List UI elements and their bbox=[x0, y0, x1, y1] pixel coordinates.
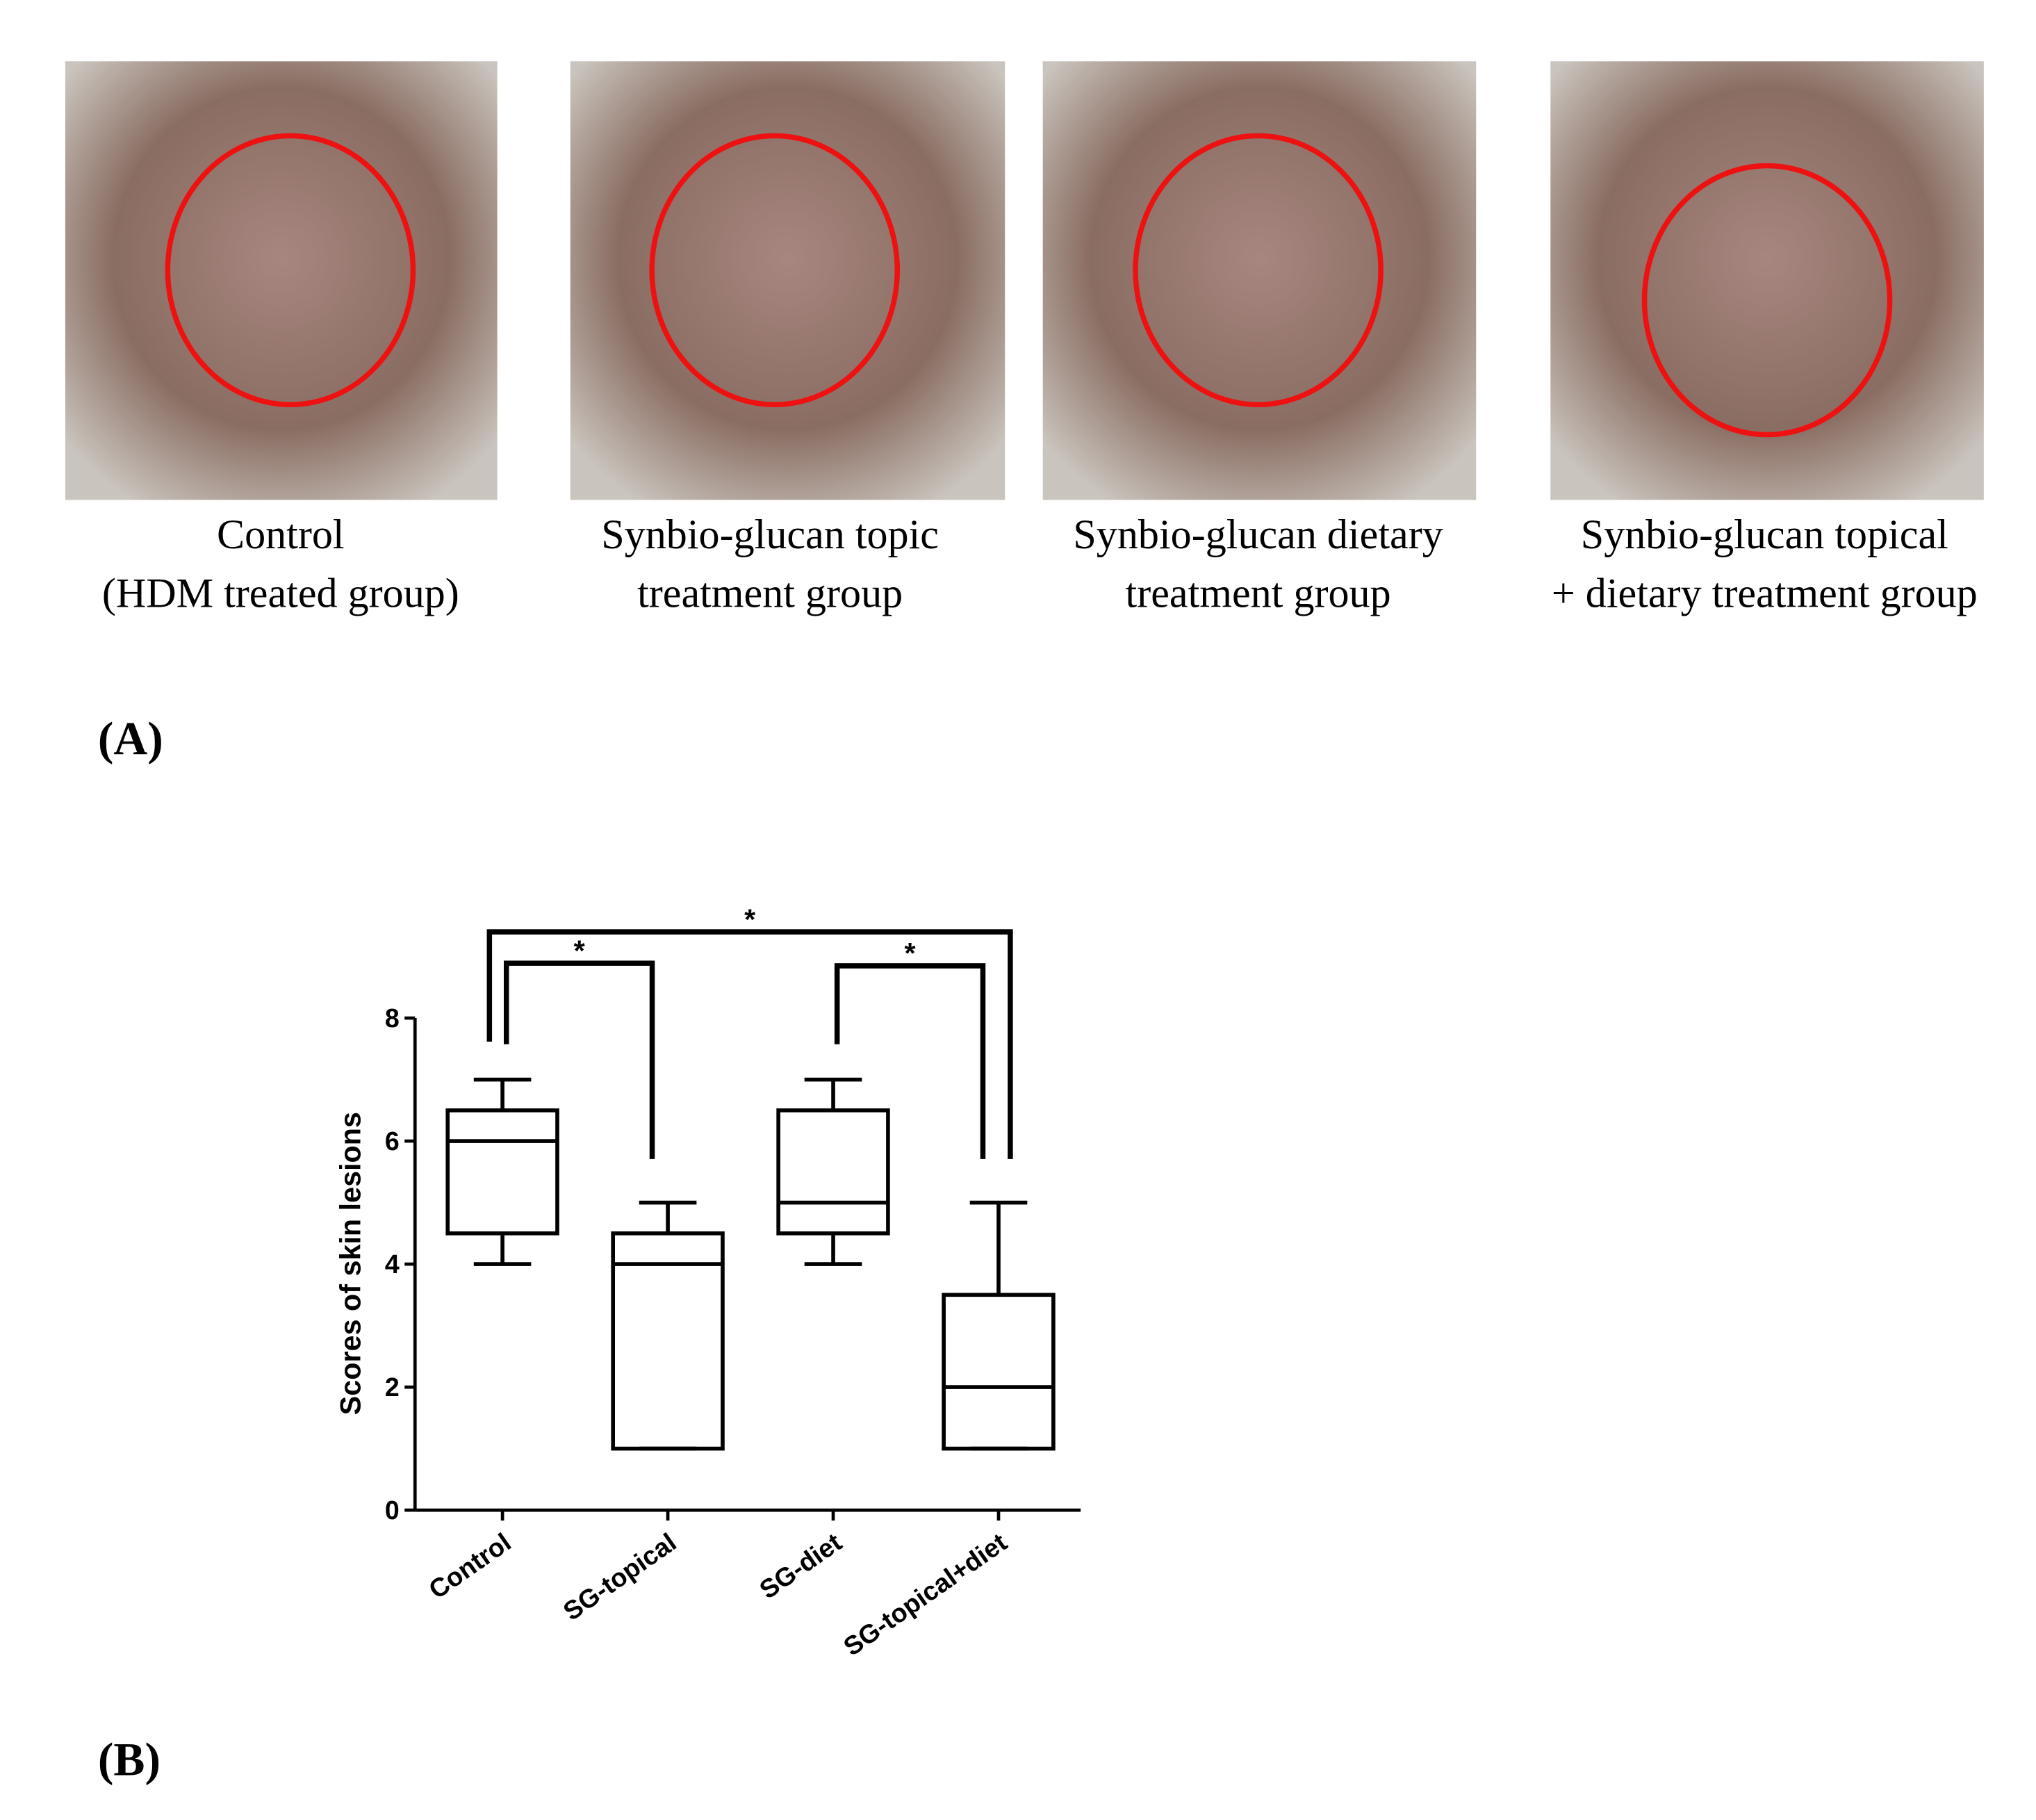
significance-bracket bbox=[486, 929, 1013, 1159]
lesion-circle bbox=[649, 133, 901, 408]
lesion-circle bbox=[1641, 163, 1893, 438]
box bbox=[445, 1108, 559, 1236]
photo-caption: treatment group bbox=[637, 570, 903, 616]
photo-caption: treatment group bbox=[1126, 570, 1391, 616]
lesion-circle bbox=[165, 133, 416, 408]
panel-label: (A) bbox=[98, 713, 163, 765]
y-tick-label: 0 bbox=[385, 1495, 400, 1525]
significance-label: * bbox=[574, 935, 586, 967]
panel-label: (B) bbox=[98, 1733, 161, 1785]
y-axis-label: Scores of skin lesions bbox=[334, 1112, 366, 1415]
lesion-circle bbox=[1133, 133, 1384, 408]
x-tick-label: SG-topical+diet bbox=[838, 1527, 1012, 1662]
photo-caption: Control bbox=[217, 511, 345, 558]
x-tick-label: Control bbox=[423, 1527, 516, 1605]
photo-caption: Synbio-glucan dietary bbox=[1073, 511, 1443, 558]
photo-caption: (HDM treated group) bbox=[102, 570, 459, 616]
y-tick-label: 2 bbox=[385, 1372, 400, 1402]
significance-bracket bbox=[503, 960, 655, 1159]
photo-caption: + dietary treatment group bbox=[1552, 570, 1978, 616]
x-tick-label: SG-topical bbox=[558, 1527, 682, 1626]
photo-caption: Synbio-glucan topic bbox=[601, 511, 939, 558]
significance-bracket bbox=[834, 963, 986, 1159]
photo bbox=[1550, 61, 1984, 500]
y-tick-label: 8 bbox=[385, 1003, 400, 1033]
box bbox=[942, 1293, 1056, 1451]
x-tick-label: SG-diet bbox=[754, 1527, 847, 1605]
box bbox=[611, 1231, 725, 1451]
significance-label: * bbox=[744, 903, 756, 935]
photo bbox=[1042, 61, 1477, 500]
photo-caption: Synbio-glucan topical bbox=[1581, 511, 1948, 558]
photo bbox=[570, 61, 1005, 500]
box bbox=[776, 1108, 890, 1236]
y-tick-label: 4 bbox=[385, 1249, 400, 1279]
significance-label: * bbox=[905, 937, 917, 969]
y-tick-label: 6 bbox=[385, 1126, 400, 1156]
photo bbox=[65, 61, 498, 500]
